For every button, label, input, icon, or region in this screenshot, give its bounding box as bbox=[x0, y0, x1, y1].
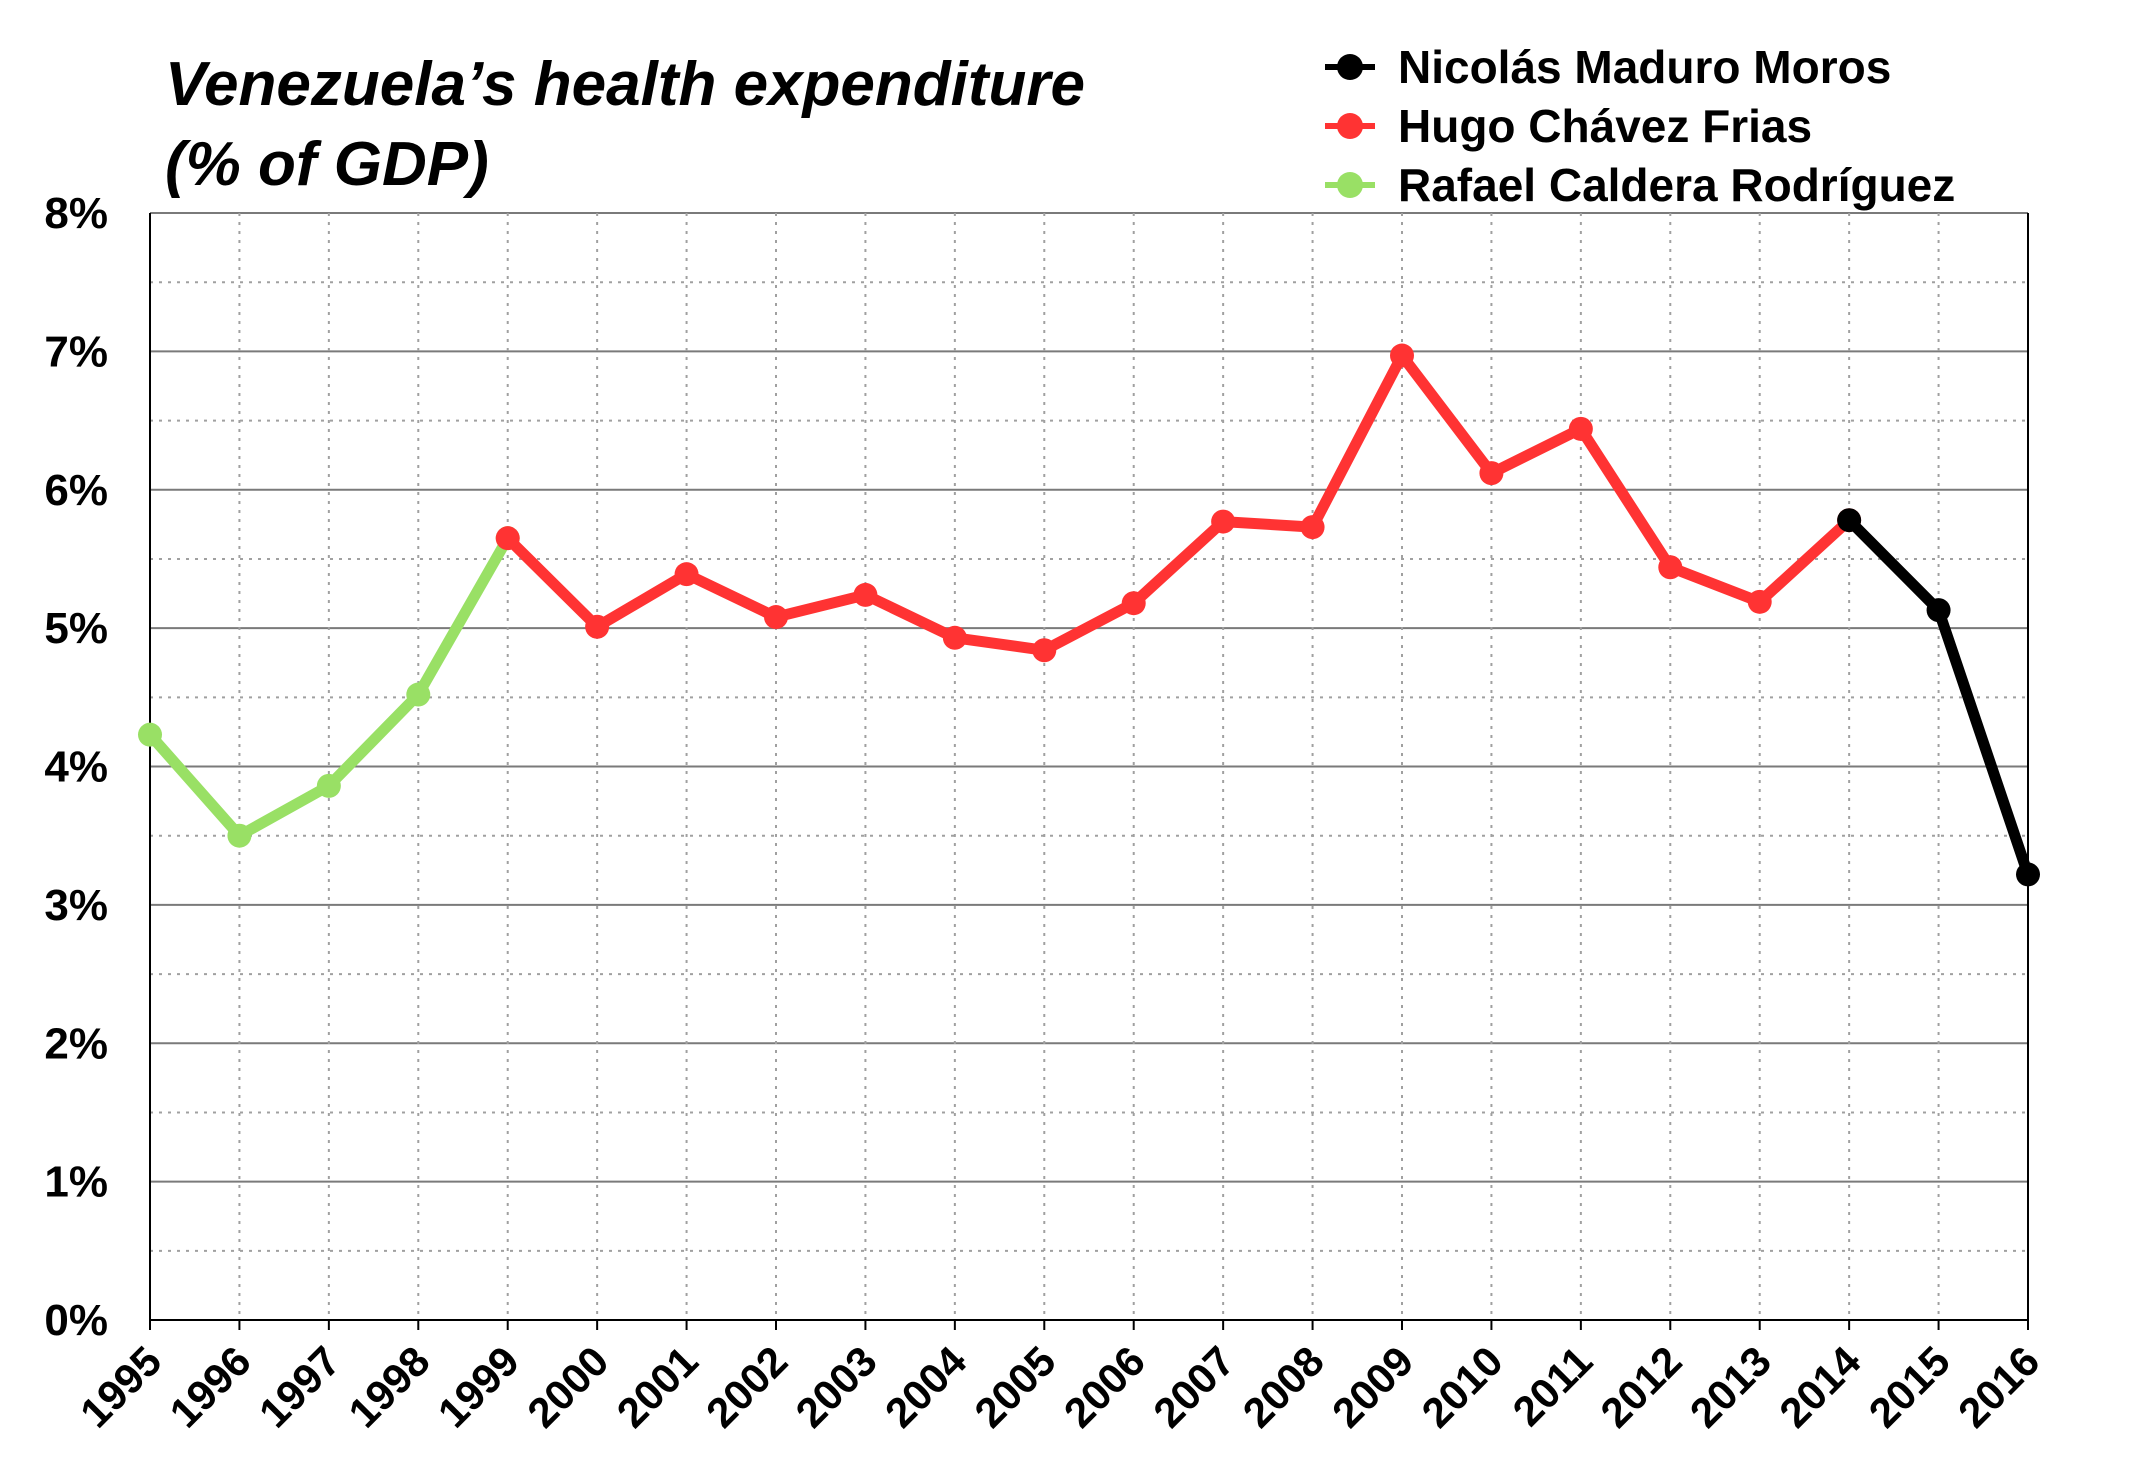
x-tick-label: 2009 bbox=[1323, 1337, 1422, 1436]
legend-item-maduro: Nicolás Maduro Moros bbox=[1325, 41, 1891, 93]
legend-marker-caldera bbox=[1337, 172, 1363, 198]
y-tick-label: 3% bbox=[44, 881, 108, 930]
data-point bbox=[2016, 862, 2040, 887]
data-point bbox=[316, 773, 341, 798]
data-point bbox=[1479, 461, 1504, 486]
data-point bbox=[1211, 509, 1236, 534]
data-point bbox=[1926, 598, 1951, 623]
x-tick-label: 2016 bbox=[1949, 1337, 2048, 1436]
y-tick-label: 4% bbox=[44, 743, 108, 792]
legend-marker-maduro bbox=[1337, 54, 1363, 80]
y-tick-label: 1% bbox=[44, 1158, 108, 1207]
x-tick-label: 1996 bbox=[160, 1337, 259, 1436]
x-tick-label: 2013 bbox=[1681, 1337, 1780, 1436]
data-point bbox=[942, 625, 967, 650]
legend-item-caldera: Rafael Caldera Rodríguez bbox=[1325, 159, 1955, 211]
x-tick-label: 2012 bbox=[1591, 1337, 1690, 1436]
x-tick-label: 1997 bbox=[250, 1337, 349, 1436]
data-point bbox=[1837, 508, 1862, 533]
data-point bbox=[1032, 638, 1057, 663]
legend-item-chavez: Hugo Chávez Frias bbox=[1325, 100, 1812, 152]
x-tick-label: 2003 bbox=[786, 1337, 885, 1436]
series-1 bbox=[495, 343, 1862, 663]
x-tick-label: 2002 bbox=[697, 1337, 796, 1436]
chart-title-line-2: (% of GDP) bbox=[165, 130, 489, 199]
series-line bbox=[502, 350, 1855, 656]
data-point bbox=[1747, 589, 1772, 614]
data-point bbox=[406, 682, 431, 707]
x-tick-label: 2005 bbox=[965, 1337, 1064, 1436]
y-tick-label: 7% bbox=[44, 327, 108, 376]
x-tick-label: 2001 bbox=[608, 1337, 707, 1436]
series-0 bbox=[1837, 508, 2040, 887]
series bbox=[138, 343, 2040, 887]
data-point bbox=[1390, 343, 1414, 368]
legend-marker-chavez bbox=[1337, 113, 1363, 139]
data-point bbox=[495, 526, 520, 551]
y-tick-label: 8% bbox=[44, 189, 108, 238]
legend: Nicolás Maduro Moros Hugo Chávez Frias R… bbox=[1325, 41, 1955, 211]
y-tick-labels: 0% 1% 2% 3% 4% 5% 6% 7% 8% bbox=[44, 189, 108, 1345]
data-point bbox=[227, 823, 252, 848]
data-point bbox=[853, 582, 878, 607]
y-tick-label: 0% bbox=[44, 1296, 108, 1345]
x-tick-label: 2015 bbox=[1860, 1337, 1959, 1436]
x-tick-label: 1998 bbox=[339, 1337, 438, 1436]
legend-label-caldera: Rafael Caldera Rodríguez bbox=[1398, 159, 1955, 211]
x-tick-label: 1999 bbox=[429, 1337, 528, 1436]
x-tick-label: 2014 bbox=[1770, 1337, 1870, 1437]
chart-title-line-1: Venezuela’s health expenditure bbox=[165, 50, 1085, 119]
x-tick-label: 2004 bbox=[876, 1337, 976, 1437]
x-tick-label: 2007 bbox=[1144, 1337, 1243, 1436]
data-point bbox=[1300, 515, 1325, 540]
y-tick-label: 2% bbox=[44, 1019, 108, 1068]
y-tick-label: 6% bbox=[44, 466, 108, 515]
data-point bbox=[674, 562, 699, 587]
x-tick-labels: 1995199619971998199920002001200220032004… bbox=[71, 1337, 2048, 1437]
data-point bbox=[1121, 591, 1146, 616]
data-point bbox=[764, 605, 788, 630]
legend-label-chavez: Hugo Chávez Frias bbox=[1398, 100, 1812, 152]
x-tick-label: 2000 bbox=[518, 1337, 617, 1436]
x-tick-label: 2006 bbox=[1055, 1337, 1154, 1436]
legend-label-maduro: Nicolás Maduro Moros bbox=[1398, 41, 1891, 93]
data-point bbox=[1568, 416, 1593, 441]
x-tick-label: 2010 bbox=[1412, 1337, 1511, 1436]
y-tick-label: 5% bbox=[44, 604, 108, 653]
data-point bbox=[1658, 555, 1683, 580]
x-tick-label: 2008 bbox=[1234, 1337, 1333, 1436]
axes bbox=[149, 213, 2029, 1330]
x-tick-label: 2011 bbox=[1504, 1337, 1602, 1435]
grid bbox=[150, 212, 2028, 1320]
data-point bbox=[585, 614, 610, 639]
data-point bbox=[138, 722, 162, 747]
x-tick-label: 1995 bbox=[71, 1337, 170, 1436]
